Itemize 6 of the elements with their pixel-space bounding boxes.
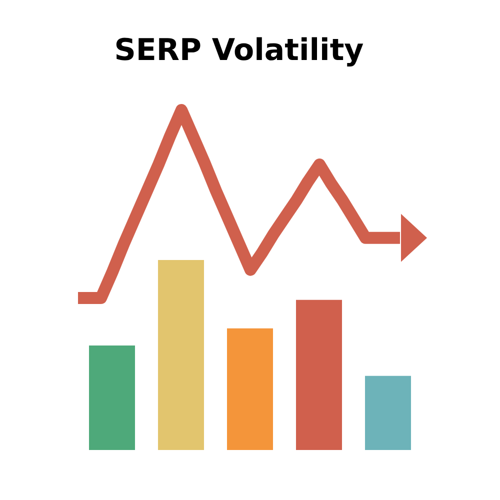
chart-title: SERP Volatility	[114, 33, 364, 68]
bar	[89, 346, 135, 450]
bar	[296, 300, 342, 450]
bar	[158, 260, 204, 450]
bar	[365, 376, 411, 450]
bar	[227, 328, 273, 450]
